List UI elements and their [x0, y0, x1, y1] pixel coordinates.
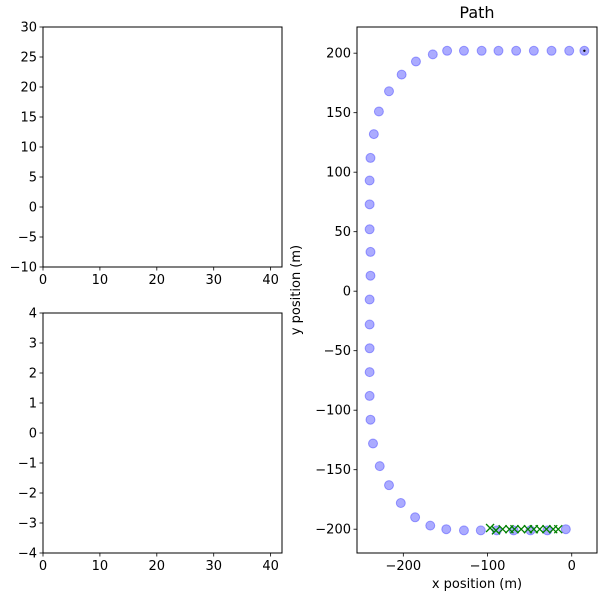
y-tick-label: 25: [20, 51, 37, 66]
path-point-marker: [427, 49, 438, 60]
path-point-marker: [368, 438, 378, 449]
target-x-marker: [485, 523, 495, 533]
y-tick-label: 2: [29, 367, 37, 382]
y-tick-label: −1: [18, 457, 37, 472]
y-tick-label: 0: [29, 427, 37, 442]
path-point-marker: [476, 45, 487, 56]
y-tick-label: −100: [315, 404, 351, 419]
y-tick-label: −10: [10, 261, 37, 276]
path-point-marker: [365, 414, 376, 425]
y-tick-label: 4: [29, 307, 37, 322]
path-point-marker: [364, 343, 375, 354]
path-point-marker: [441, 524, 452, 535]
path-point-marker: [374, 461, 385, 472]
path-point-marker: [458, 525, 469, 536]
x-tick-label: 0: [39, 559, 47, 574]
path-point-marker: [493, 45, 504, 56]
y-tick-label: 15: [20, 111, 37, 126]
path-point-marker: [395, 498, 406, 509]
path-point-marker: [560, 524, 571, 535]
x-tick-label: 20: [149, 273, 166, 288]
target-x-marker: [516, 524, 526, 534]
x-tick-label: 20: [149, 559, 166, 574]
path-point-marker: [564, 45, 575, 56]
y-tick-label: 0: [343, 285, 351, 300]
y-tick-label: 30: [20, 21, 37, 36]
x-tick-label: 40: [262, 273, 279, 288]
path-point-marker: [410, 56, 421, 67]
y-tick-label: 20: [20, 81, 37, 96]
bottom-left-axes: 0 10 20 30 40 −4 −3 −2 −1 0 1 2 3 4: [18, 307, 283, 574]
y-tick-label: −5: [18, 231, 37, 246]
path-point-marker: [364, 294, 375, 305]
target-x-marker: [498, 524, 508, 534]
x-tick-label: 10: [92, 273, 109, 288]
path-point-marker: [458, 45, 469, 56]
path-point-marker: [384, 480, 394, 491]
x-tick-label: −100: [470, 559, 506, 574]
chart-title: Path: [459, 3, 494, 22]
y-tick-label: 5: [29, 171, 37, 186]
path-point-marker: [365, 270, 376, 281]
y-tick-label: 150: [326, 106, 351, 121]
path-point-marker: [384, 86, 394, 97]
axes-frame: [356, 26, 598, 554]
x-axis-label: x position (m): [432, 577, 522, 592]
path-point-marker: [364, 175, 375, 186]
path-point-marker: [511, 45, 522, 56]
path-point-marker: [528, 45, 539, 56]
path-point-marker: [364, 390, 375, 401]
path-point-marker: [425, 520, 436, 531]
y-tick-label: 0: [29, 201, 37, 216]
y-tick-label: −2: [18, 487, 37, 502]
current-position-point: [583, 49, 586, 53]
path-point-marker: [373, 106, 384, 117]
x-tick-label: 10: [92, 559, 109, 574]
path-point-marker: [365, 246, 376, 257]
x-tick-label: 0: [39, 273, 47, 288]
target-x-marker: [542, 524, 551, 534]
path-point-marker: [365, 152, 376, 163]
path-point-marker: [475, 525, 486, 536]
path-point-marker: [364, 319, 375, 330]
path-point-marker: [410, 512, 421, 523]
top-left-axes: 0 10 20 30 40 −10 −5 0 5 10 15 20 25 30: [10, 21, 283, 288]
y-tick-label: 100: [326, 166, 351, 181]
x-tick-label: 30: [205, 273, 222, 288]
y-tick-label: 200: [326, 47, 351, 62]
x-tick-label: 40: [262, 559, 279, 574]
x-tick-label: 0: [568, 559, 576, 574]
target-x-marker: [553, 524, 563, 534]
path-point-marker: [442, 45, 453, 56]
y-tick-label: 3: [29, 337, 37, 352]
path-axes: −200 −100 0 −200 −150 −100 −50 0 50 100 150 200 Path…: [289, 3, 598, 592]
y-tick-label: −3: [18, 517, 37, 532]
target-x-marker: [510, 524, 519, 534]
y-tick-label: 1: [29, 397, 37, 412]
y-tick-label: −150: [315, 463, 351, 478]
y-tick-label: 10: [20, 141, 37, 156]
target-x-marker: [535, 524, 545, 534]
path-point-marker: [364, 199, 375, 210]
path-point-marker: [364, 367, 375, 378]
y-tick-label: −4: [18, 547, 37, 562]
x-tick-label: 30: [205, 559, 222, 574]
path-point-marker: [546, 45, 557, 56]
y-tick-label: −50: [324, 344, 351, 359]
y-axis-label: y position (m): [289, 245, 304, 335]
path-point-marker: [396, 69, 407, 80]
path-point-marker: [368, 129, 379, 140]
x-tick-label: −200: [385, 559, 421, 574]
y-tick-label: −200: [315, 523, 351, 538]
path-point-marker: [364, 224, 375, 235]
y-tick-label: 50: [334, 225, 351, 240]
